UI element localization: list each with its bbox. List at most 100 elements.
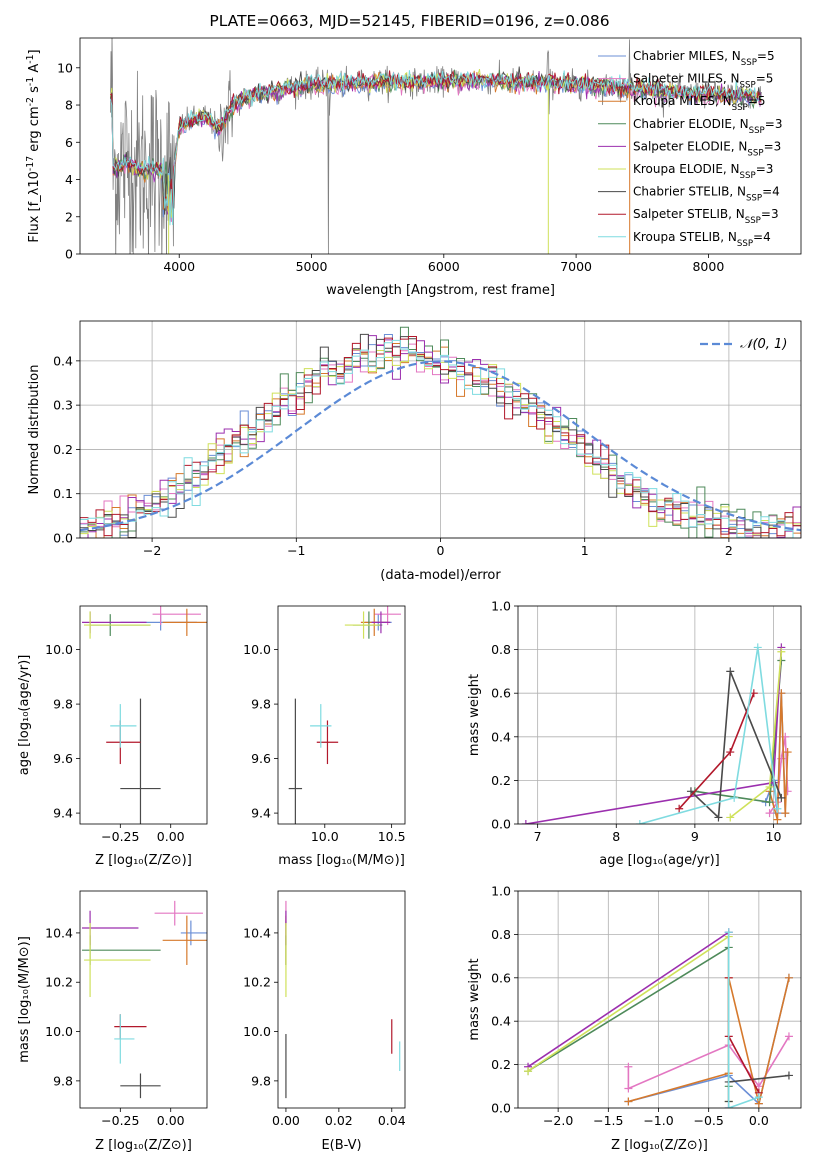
x-tick-label: 10 [766, 829, 782, 844]
y-axis-label-part: age [log₁₀(age/yr)] [17, 655, 32, 776]
mw-marker-chabrier_stelib [777, 793, 786, 802]
legend-label-kroupa_stelib-part: Kroupa STELIB, N [633, 230, 737, 244]
y-tick-label: 6 [65, 135, 73, 150]
x-tick-label: −2.0 [543, 1113, 573, 1128]
y-axis-label-sup: -1 [25, 54, 36, 63]
legend-label-salpeter_stelib-part: =3 [761, 207, 779, 221]
mw-marker-kroupa_stelib [753, 643, 762, 652]
y-axis-label-part: Flux [f_λ10 [27, 171, 42, 243]
legend-label-salpeter_miles-part: Salpeter MILES, N [633, 72, 740, 86]
y-axis-label-part: A [27, 64, 42, 77]
y-axis-label-sup: -17 [25, 156, 36, 171]
axes-frame [517, 890, 802, 1109]
x-tick-label: −0.25 [101, 829, 139, 844]
x-tick-label: 10.5 [378, 829, 406, 844]
x-tick-label: −1.0 [643, 1113, 673, 1128]
legend-label-chabrier_stelib-sub: SSP [746, 194, 762, 204]
x-tick-label: −2 [143, 543, 161, 558]
mw-marker-kroupa_stelib [754, 1093, 763, 1102]
y-tick-label: 10.4 [45, 925, 73, 940]
y-tick-label: 0.8 [491, 927, 511, 942]
mw-marker-chabrier_stelib [714, 813, 723, 822]
legend-label-salpeter_miles: Salpeter MILES, NSSP=5 [633, 72, 773, 91]
x-axis-label: wavelength [Angstrom, rest frame] [326, 283, 555, 298]
x-tick-label: 7 [534, 829, 542, 844]
x-tick-label: 8000 [692, 259, 724, 274]
legend-label-kroupa_elodie-part: Kroupa ELODIE, N [633, 162, 740, 176]
axes-frame [277, 605, 406, 825]
plot-area-spectrum [109, 38, 762, 254]
y-axis-label-sup: -1 [25, 77, 36, 86]
mw-marker-kroupa_elodie [765, 782, 774, 791]
mw-marker-kroupa_stelib [635, 820, 644, 824]
mw-marker-kroupa_stelib [724, 1104, 733, 1108]
legend-label-kroupa_stelib-sub: SSP [737, 239, 753, 249]
mw-line-kroupa_stelib [639, 647, 779, 824]
y-tick-label: 10 [57, 60, 73, 75]
plot-area-age_vs_Z [82, 606, 207, 824]
x-tick-label: 10.0 [311, 829, 339, 844]
legend-label-salpeter_stelib-part: Salpeter STELIB, N [633, 207, 745, 221]
panel-mass_vs_Z: −0.25 0.00 9.8 10.0 10.2 10.4 Z [log₁₀(Z/Z⊙)] m… [17, 890, 208, 1153]
x-tick-label: 9 [691, 829, 699, 844]
legend-label-salpeter_stelib-sub: SSP [745, 216, 761, 226]
mw-marker-chabrier_stelib [686, 787, 695, 796]
legend-label-kroupa_miles-part: Kroupa MILES, N [633, 94, 732, 108]
x-tick-label: 1 [581, 543, 589, 558]
mw-line-kroupa_stelib [727, 932, 760, 1108]
y-tick-label: 0.6 [491, 686, 511, 701]
legend-label-salpeter_stelib: Salpeter STELIB, NSSP=3 [633, 207, 779, 226]
y-tick-label: 9.8 [251, 1073, 271, 1088]
y-axis-label-part: ] [27, 49, 42, 54]
x-axis-label: Z [log₁₀(Z/Z⊙)] [611, 1138, 708, 1153]
y-tick-label: 9.6 [53, 751, 73, 766]
y-tick-label: 9.8 [53, 697, 73, 712]
y-tick-label: 0.0 [53, 531, 73, 546]
y-tick-label: 1.0 [491, 884, 511, 899]
legend-label-salpeter_elodie-part: =3 [764, 139, 782, 153]
mw-marker-salpeter_miles [765, 809, 774, 818]
plot-area-massweight_vs_age [521, 643, 792, 824]
y-tick-label: 10.0 [243, 1024, 271, 1039]
model-line-kroupa_stelib [109, 70, 762, 226]
mw-marker-salpeter_stelib [726, 748, 735, 757]
legend-label-kroupa_elodie: Kroupa ELODIE, NSSP=3 [633, 162, 773, 181]
x-tick-label: 0.0 [749, 1113, 769, 1128]
y-axis-label: Flux [f_λ10-17 erg cm-2 s-1 A-1] [25, 49, 43, 242]
mw-marker-salpeter_miles [784, 1032, 793, 1041]
legend-label-normal: 𝒩(0, 1) [740, 337, 787, 352]
mw-marker-salpeter_miles [624, 1084, 633, 1093]
legend-label-chabrier_stelib-part: Chabrier STELIB, N [633, 185, 746, 199]
mw-marker-kroupa_miles [784, 973, 793, 982]
x-axis-label: age [log₁₀(age/yr)] [599, 853, 720, 868]
panel-age_vs_mass: 10.0 10.5 9.4 9.6 9.8 10.0 mass [log₁₀(M/M⊙)] [243, 605, 406, 868]
y-tick-label: 0.2 [491, 773, 511, 788]
mw-marker-kroupa_miles [783, 748, 792, 757]
y-axis-label-sup: -2 [25, 97, 36, 106]
axes-frame [79, 37, 802, 255]
mw-marker-kroupa_stelib [773, 804, 782, 813]
legend-label-salpeter_miles-sub: SSP [740, 81, 756, 91]
y-axis-label-part: Normed distribution [27, 365, 42, 495]
legend-label-chabrier_elodie-part: Chabrier ELODIE, N [633, 117, 749, 131]
legend-label-chabrier_miles-part: =5 [757, 49, 775, 63]
legend-label-chabrier_stelib: Chabrier STELIB, NSSP=4 [633, 185, 780, 204]
y-tick-label: 10.4 [243, 925, 271, 940]
legend-label-kroupa_stelib-part: =4 [753, 230, 771, 244]
x-tick-label: −1 [287, 543, 305, 558]
legend-label-salpeter_miles-part: =5 [756, 72, 774, 86]
y-tick-label: 0.4 [491, 1014, 511, 1029]
mw-marker-chabrier_elodie [765, 798, 774, 807]
y-axis-label-part: s [27, 86, 42, 97]
x-tick-label: 0.00 [272, 1113, 300, 1128]
figure-title: PLATE=0663, MJD=52145, FIBERID=0196, z=0… [209, 12, 610, 30]
plot-area-residual_histogram [80, 326, 801, 538]
legend-label-chabrier_miles-sub: SSP [741, 58, 757, 68]
x-axis-label: E(B-V) [321, 1138, 361, 1153]
y-tick-label: 0.6 [491, 970, 511, 985]
y-axis-label: mass weight [467, 958, 482, 1040]
mw-marker-kroupa_miles [781, 809, 790, 818]
y-tick-label: 0.0 [491, 1101, 511, 1116]
y-axis-label-part: mass [log₁₀(M/M⊙)] [17, 936, 32, 1063]
